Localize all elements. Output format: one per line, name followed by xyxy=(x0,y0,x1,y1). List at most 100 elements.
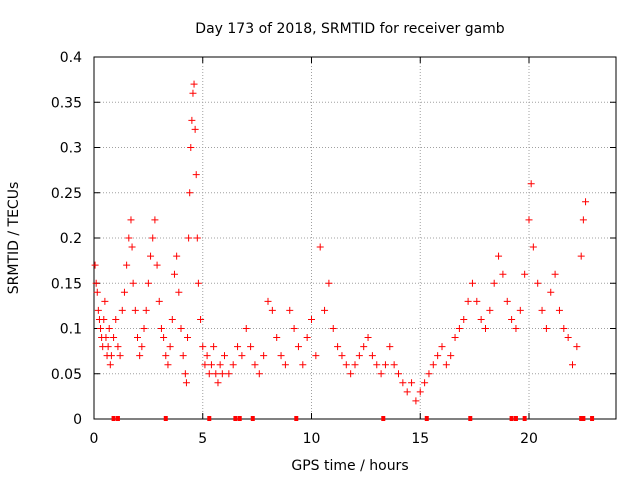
data-point xyxy=(125,234,133,242)
y-axis-title: SRMTID / TECUs xyxy=(6,182,22,295)
data-point xyxy=(399,379,407,387)
data-point xyxy=(110,334,118,342)
data-point xyxy=(187,144,195,151)
data-point xyxy=(290,325,298,332)
data-point xyxy=(508,315,516,323)
data-point xyxy=(207,361,215,369)
data-point xyxy=(101,297,109,305)
data-point xyxy=(225,370,233,378)
data-point xyxy=(516,306,524,314)
data-point xyxy=(521,270,529,278)
data-point xyxy=(329,325,337,332)
data-point xyxy=(579,216,587,224)
data-point xyxy=(242,325,250,332)
data-point xyxy=(162,352,170,360)
gap-markers xyxy=(111,416,595,421)
data-point xyxy=(91,261,99,269)
data-point xyxy=(573,343,581,351)
x-tick-label: 15 xyxy=(411,431,429,447)
gap-marker xyxy=(115,416,120,421)
data-point xyxy=(138,343,146,351)
x-axis-title: GPS time / hours xyxy=(291,458,408,474)
data-point xyxy=(408,379,416,387)
data-point xyxy=(166,343,174,351)
data-point xyxy=(412,397,420,405)
data-point xyxy=(212,370,220,378)
chart-title: Day 173 of 2018, SRMTID for receiver gam… xyxy=(195,21,505,37)
data-point xyxy=(512,325,520,332)
data-point xyxy=(131,306,139,314)
data-point xyxy=(490,279,498,287)
data-point xyxy=(286,306,294,314)
gap-marker xyxy=(381,416,386,421)
data-point xyxy=(277,352,285,360)
data-point xyxy=(199,343,207,351)
data-point xyxy=(218,370,226,378)
data-point xyxy=(234,343,242,351)
data-point xyxy=(221,352,228,360)
data-point xyxy=(238,352,246,360)
data-point xyxy=(151,216,159,224)
data-point xyxy=(308,315,315,323)
gap-marker xyxy=(294,416,299,421)
y-tick-label: 0.3 xyxy=(60,141,82,157)
data-point xyxy=(147,252,155,260)
data-point xyxy=(123,261,131,269)
data-point xyxy=(164,361,172,369)
data-point xyxy=(281,361,289,369)
y-tick-label: 0.4 xyxy=(60,50,82,66)
data-point xyxy=(403,388,411,396)
data-point xyxy=(325,279,333,287)
data-point xyxy=(429,361,437,369)
data-point xyxy=(347,370,355,378)
gap-marker xyxy=(522,416,527,421)
data-point xyxy=(368,352,376,360)
y-tick-label: 0.1 xyxy=(60,322,82,338)
data-point xyxy=(203,352,211,360)
data-point xyxy=(186,189,194,197)
data-point xyxy=(201,361,209,369)
data-point xyxy=(100,315,108,323)
data-point xyxy=(189,89,197,97)
data-point xyxy=(360,343,368,351)
gap-marker xyxy=(581,416,586,421)
data-point xyxy=(555,306,563,314)
data-point xyxy=(214,379,222,387)
data-point xyxy=(342,361,350,369)
data-point xyxy=(451,334,459,342)
data-point xyxy=(386,343,394,351)
data-point xyxy=(482,325,489,332)
data-point xyxy=(434,352,442,360)
data-point xyxy=(92,279,100,287)
data-point xyxy=(421,379,429,387)
data-point xyxy=(527,180,535,188)
data-point xyxy=(395,370,402,378)
data-point xyxy=(582,198,590,206)
data-point xyxy=(577,252,585,260)
data-point xyxy=(179,352,187,360)
data-point xyxy=(160,334,168,342)
data-point xyxy=(455,325,463,332)
data-point xyxy=(264,297,272,305)
data-point xyxy=(255,370,263,378)
gap-marker xyxy=(233,416,238,421)
data-point xyxy=(355,352,363,360)
data-point xyxy=(118,306,126,314)
data-point xyxy=(102,334,110,342)
gap-marker xyxy=(468,416,473,421)
data-point xyxy=(551,270,559,278)
data-point xyxy=(182,379,190,387)
data-point xyxy=(468,279,476,287)
data-point xyxy=(194,279,202,287)
data-point xyxy=(525,216,533,224)
y-tick-label: 0.15 xyxy=(51,276,82,292)
y-tick-label: 0.25 xyxy=(51,186,82,202)
data-point xyxy=(136,352,144,360)
data-point xyxy=(338,352,346,360)
data-point xyxy=(260,352,268,360)
data-point xyxy=(377,370,385,378)
data-point xyxy=(247,343,255,351)
data-point xyxy=(268,306,276,314)
data-point xyxy=(416,388,424,396)
data-point xyxy=(129,279,137,287)
